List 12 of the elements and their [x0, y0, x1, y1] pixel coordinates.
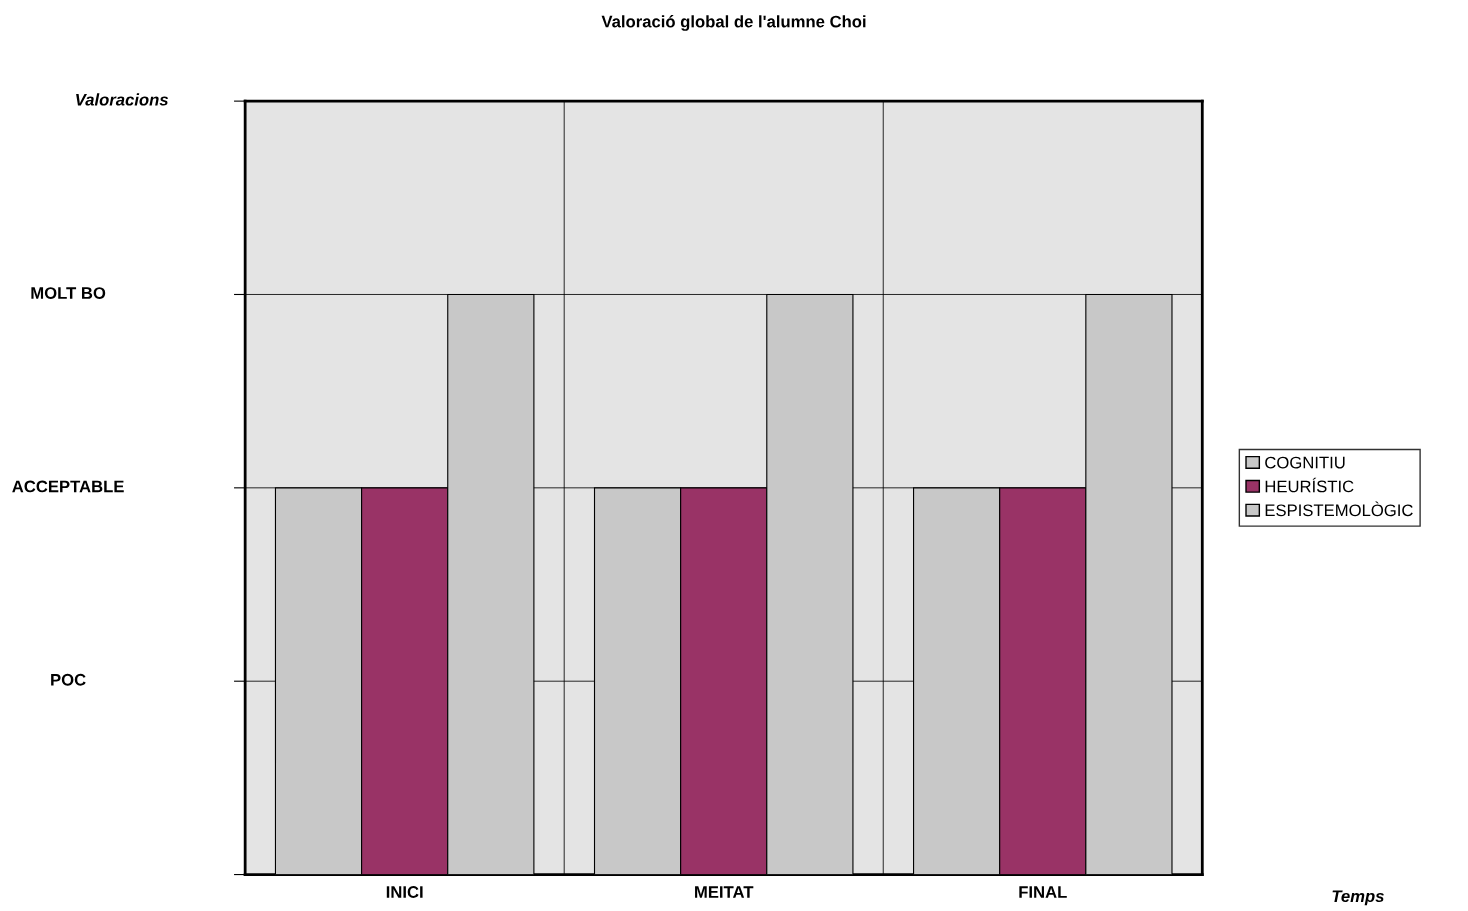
x-tick-label: FINAL: [1019, 886, 1067, 898]
x-tick-label: MEITAT: [695, 886, 754, 898]
text: Valoracions: [76, 93, 169, 106]
chart-title: Valoració global de l'alumne Choi: [601, 15, 866, 31]
legend-label: ESPISTEMOLÒGIC: [1265, 501, 1413, 517]
x-tick-label: INICI: [386, 886, 423, 898]
text: Temps: [1332, 890, 1384, 906]
text: MOLT BO: [31, 287, 106, 299]
text: POC: [51, 673, 86, 686]
legend-label: COGNITIU: [1265, 456, 1345, 469]
legend-label: HEURÍSTIC: [1265, 477, 1354, 493]
text: ACCEPTABLE: [12, 480, 124, 493]
